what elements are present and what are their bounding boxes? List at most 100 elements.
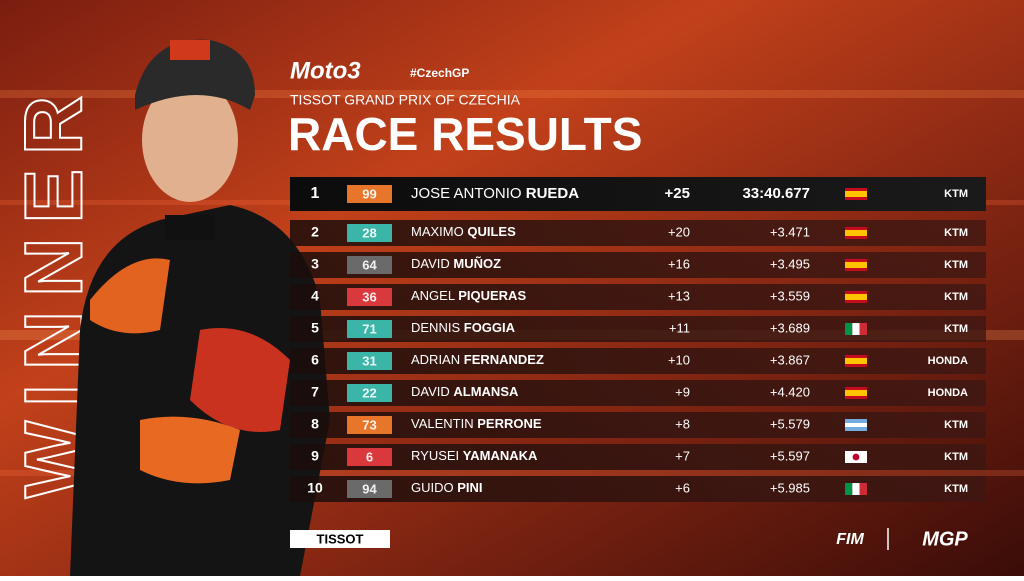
- rider-name: GUIDO PINI: [411, 480, 483, 495]
- rider-name: ANGEL PIQUERAS: [411, 288, 526, 303]
- last-name: FOGGIA: [464, 320, 516, 335]
- points: +6: [675, 480, 690, 495]
- fim-logo: FIM: [836, 531, 864, 548]
- points: +20: [668, 224, 690, 239]
- flag: [845, 358, 867, 364]
- number-badge: [347, 288, 392, 306]
- number-badge: [347, 256, 392, 274]
- team: KTM: [944, 291, 968, 303]
- rider-number: 31: [362, 353, 376, 368]
- team: KTM: [944, 259, 968, 271]
- rider-number: 22: [362, 385, 376, 400]
- rider-number: 6: [366, 449, 373, 464]
- team: HONDA: [928, 387, 968, 399]
- flag: [845, 262, 867, 268]
- points: +16: [668, 256, 690, 271]
- points: +8: [675, 416, 690, 431]
- row-bg: [290, 316, 986, 342]
- points: +10: [668, 352, 690, 367]
- flag: [859, 323, 867, 335]
- flag: [859, 483, 867, 495]
- time: +5.579: [770, 416, 810, 431]
- rider: [70, 39, 330, 576]
- position: 3: [311, 256, 319, 272]
- time: +4.420: [770, 384, 810, 399]
- time: +3.867: [770, 352, 810, 367]
- time: 33:40.677: [742, 185, 810, 202]
- rider-name: DAVID ALMANSA: [411, 384, 519, 399]
- row-bg: [290, 380, 986, 406]
- number-badge: [347, 480, 392, 498]
- first-name: RYUSEI: [411, 448, 459, 463]
- team: KTM: [944, 323, 968, 335]
- points: +13: [668, 288, 690, 303]
- flag: [852, 483, 860, 495]
- first-name: GUIDO: [411, 480, 454, 495]
- last-name: QUILES: [467, 224, 516, 239]
- number-badge: [347, 352, 392, 370]
- first-name: ANGEL: [411, 288, 455, 303]
- result-row: 5 71 DENNIS FOGGIA +11 +3.689 KTM: [290, 316, 986, 342]
- rider-number: 73: [362, 417, 376, 432]
- position: 1: [311, 185, 320, 202]
- position: 8: [311, 416, 319, 432]
- first-name: DAVID: [411, 256, 450, 271]
- first-name: ADRIAN: [411, 352, 460, 367]
- row-bg: [290, 348, 986, 374]
- last-name: ALMANSA: [453, 384, 519, 399]
- result-row: 9 6 RYUSEI YAMANAKA +7 +5.597 KTM: [290, 444, 986, 470]
- row-bg: [290, 252, 986, 278]
- last-name: MUÑOZ: [453, 256, 501, 271]
- sponsor-badge: [290, 530, 390, 548]
- rider-number: 99: [362, 186, 376, 201]
- last-name: FERNANDEZ: [464, 352, 544, 367]
- series-logo: MGP: [922, 528, 968, 550]
- last-name: RUEDA: [526, 185, 580, 202]
- result-row: 10 94 GUIDO PINI +6 +5.985 KTM: [290, 476, 986, 502]
- rider-number: 94: [362, 481, 377, 496]
- flag: [845, 323, 853, 335]
- number-badge: [347, 448, 392, 466]
- flag: [852, 323, 860, 335]
- points: +9: [675, 384, 690, 399]
- rider-name: RYUSEI YAMANAKA: [411, 448, 538, 463]
- position: 4: [311, 288, 319, 304]
- first-name: VALENTIN: [411, 416, 474, 431]
- team: KTM: [944, 483, 968, 495]
- flag: [845, 294, 867, 300]
- flag: [845, 230, 867, 236]
- points: +11: [669, 320, 690, 335]
- team: KTM: [944, 227, 968, 239]
- first-name: DENNIS: [411, 320, 460, 335]
- result-row: 4 36 ANGEL PIQUERAS +13 +3.559 KTM: [290, 284, 986, 310]
- time: +3.559: [770, 288, 810, 303]
- position: 9: [311, 448, 319, 464]
- time: +3.689: [770, 320, 810, 335]
- rider-name: MAXIMO QUILES: [411, 224, 516, 239]
- position: 7: [311, 384, 319, 400]
- rider-name: DAVID MUÑOZ: [411, 256, 501, 271]
- first-name: MAXIMO: [411, 224, 464, 239]
- number-badge: [347, 224, 392, 242]
- brand: Moto3: [290, 57, 361, 84]
- rider-name: JOSE ANTONIO RUEDA: [411, 185, 579, 202]
- last-name: YAMANAKA: [463, 448, 538, 463]
- number-badge: [347, 185, 392, 203]
- rider-number: 28: [362, 225, 376, 240]
- title: RACE RESULTS: [288, 108, 642, 160]
- sponsor: TISSOT: [317, 531, 364, 546]
- flag: [852, 453, 860, 461]
- rider-number: 64: [362, 257, 377, 272]
- rider-number: 36: [362, 289, 376, 304]
- time: +5.985: [770, 480, 810, 495]
- rider-number: 71: [362, 321, 376, 336]
- position: 5: [311, 320, 319, 336]
- first-name: JOSE ANTONIO: [411, 185, 522, 202]
- hashtag: #CzechGP: [410, 66, 469, 80]
- position: 6: [311, 352, 319, 368]
- result-row: 2 28 MAXIMO QUILES +20 +3.471 KTM: [290, 220, 986, 246]
- rider-name: ADRIAN FERNANDEZ: [411, 352, 544, 367]
- first-name: DAVID: [411, 384, 450, 399]
